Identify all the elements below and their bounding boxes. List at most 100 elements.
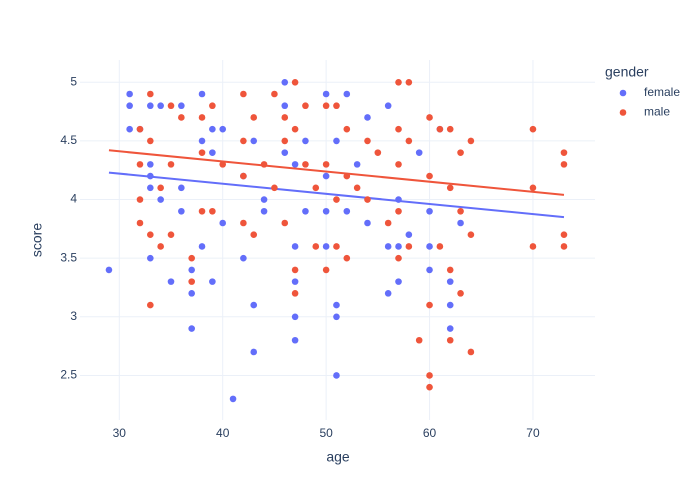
- point: [333, 102, 340, 110]
- x-tick-label: 50: [319, 426, 333, 440]
- x-tick-label: 70: [526, 426, 540, 440]
- point: [374, 149, 382, 156]
- point: [302, 137, 309, 145]
- point: [364, 219, 371, 227]
- point: [240, 172, 247, 180]
- point: [405, 137, 413, 145]
- point: [322, 243, 330, 250]
- point: [353, 161, 361, 168]
- point: [291, 266, 299, 274]
- point: [291, 313, 299, 321]
- point: [405, 243, 413, 250]
- point: [446, 184, 454, 192]
- y-axis-title: score: [29, 223, 45, 257]
- point: [405, 231, 413, 239]
- point: [188, 266, 195, 274]
- point: [343, 207, 351, 215]
- point: [281, 78, 289, 86]
- point: [426, 243, 433, 250]
- point: [198, 114, 206, 121]
- point: [415, 336, 423, 344]
- point: [178, 114, 185, 121]
- point: [322, 172, 330, 180]
- point: [178, 207, 185, 215]
- point: [395, 78, 402, 86]
- legend-marker: [619, 89, 627, 97]
- point: [281, 137, 289, 145]
- point: [560, 149, 568, 156]
- point: [281, 219, 289, 227]
- point: [436, 125, 444, 133]
- point: [322, 90, 330, 98]
- point: [250, 114, 258, 121]
- point: [333, 372, 340, 379]
- point: [302, 161, 309, 168]
- point: [188, 325, 195, 332]
- point: [271, 184, 278, 192]
- point: [395, 254, 402, 262]
- legend-label: female: [644, 85, 680, 99]
- point: [188, 254, 195, 262]
- point: [136, 125, 144, 133]
- point: [384, 290, 392, 297]
- point: [147, 184, 154, 192]
- point: [198, 90, 206, 98]
- point: [136, 161, 144, 168]
- point: [157, 243, 164, 250]
- point: [333, 196, 340, 203]
- point: [343, 90, 351, 98]
- point: [147, 301, 154, 309]
- point: [250, 348, 258, 356]
- point: [384, 102, 392, 110]
- point: [457, 290, 464, 297]
- point: [147, 90, 154, 98]
- point: [560, 231, 568, 239]
- point: [291, 161, 299, 168]
- point: [426, 114, 433, 121]
- point: [178, 102, 185, 110]
- point: [291, 125, 299, 133]
- point: [271, 90, 278, 98]
- point: [312, 184, 320, 192]
- point: [188, 290, 195, 297]
- point: [188, 278, 195, 285]
- point: [281, 102, 289, 110]
- point: [229, 395, 237, 403]
- point: [209, 102, 216, 110]
- point: [240, 219, 247, 227]
- point: [446, 325, 454, 332]
- x-axis-title: age: [326, 449, 350, 465]
- trend-line: [108, 149, 565, 196]
- point: [426, 207, 433, 215]
- y-tick-label: 4.5: [60, 133, 77, 147]
- point: [209, 149, 216, 156]
- point: [147, 161, 154, 168]
- point: [426, 266, 433, 274]
- point: [364, 196, 371, 203]
- point: [126, 90, 133, 98]
- x-tick-label: 30: [113, 426, 127, 440]
- point: [167, 278, 175, 285]
- point: [198, 207, 206, 215]
- point: [126, 102, 133, 110]
- y-tick-label: 5: [70, 74, 77, 88]
- point: [198, 243, 206, 250]
- point: [446, 278, 454, 285]
- point: [405, 78, 413, 86]
- point: [147, 137, 154, 145]
- x-tick-label: 60: [423, 426, 437, 440]
- point: [395, 207, 402, 215]
- point: [260, 207, 268, 215]
- point: [333, 301, 340, 309]
- point: [395, 243, 402, 250]
- point: [302, 207, 309, 215]
- point: [560, 243, 568, 250]
- point: [384, 243, 392, 250]
- point: [333, 137, 340, 145]
- point: [457, 149, 464, 156]
- point: [343, 254, 351, 262]
- point: [157, 102, 164, 110]
- point: [529, 125, 537, 133]
